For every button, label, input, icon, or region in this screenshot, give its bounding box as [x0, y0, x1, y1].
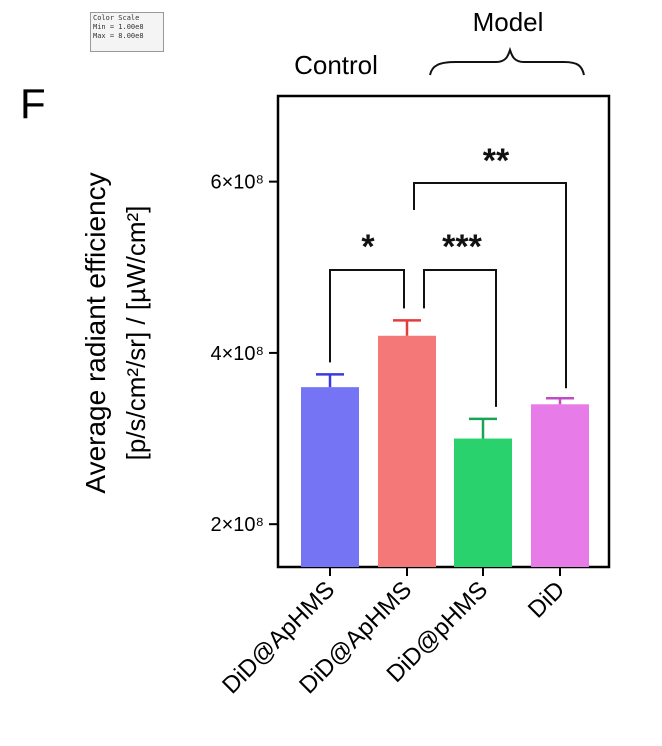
y-axis-label-line1: Average radiant efficiency — [80, 172, 111, 493]
bar-1 — [301, 387, 359, 567]
color-scale-max: Max = 8.00e8 — [93, 32, 144, 40]
significance-bracket-2 — [423, 269, 497, 407]
significance-label-2: *** — [442, 228, 482, 266]
group-label-control: Control — [294, 50, 378, 80]
color-scale-min: Min = 1.00e8 — [93, 23, 144, 31]
y-tick-label: 6×10⁸ — [211, 172, 265, 194]
color-scale-title: Color Scale — [93, 14, 140, 22]
significance-label-3: ** — [483, 142, 510, 180]
significance-bracket-3 — [413, 182, 567, 389]
group-label-model: Model — [473, 7, 544, 37]
bar-2 — [378, 335, 436, 567]
panel-label: F — [20, 80, 46, 127]
bar-4 — [531, 404, 589, 567]
bar-3 — [454, 438, 512, 567]
y-axis-label-line2: [p/s/cm²/sr] / [µW/cm²] — [121, 206, 151, 461]
model-group-brace — [429, 46, 585, 76]
significance-bracket-1 — [329, 269, 405, 363]
plot-frame — [276, 94, 611, 569]
significance-label-1: * — [361, 228, 375, 266]
y-tick-label: 2×10⁸ — [211, 514, 265, 536]
color-scale-legend: Color Scale Min = 1.00e8 Max = 8.00e8 — [90, 12, 164, 52]
x-tick-label: DiD — [523, 576, 570, 623]
y-tick-label: 4×10⁸ — [211, 343, 265, 365]
